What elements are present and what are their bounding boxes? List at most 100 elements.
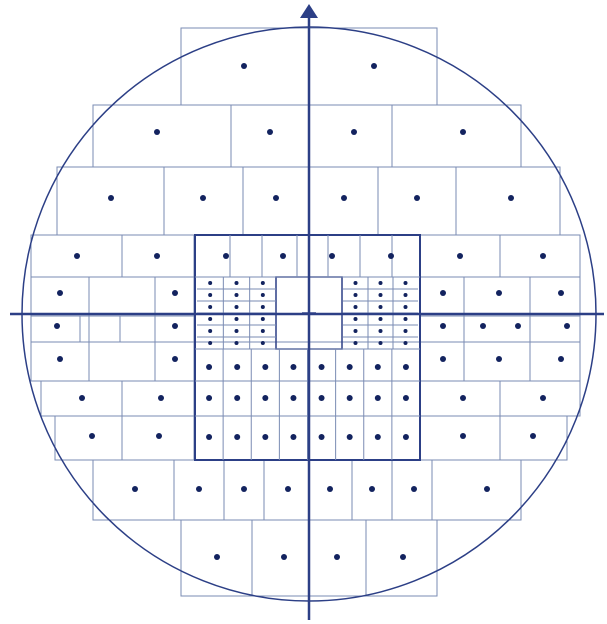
dot [281,554,287,560]
dot [290,434,297,440]
dot [564,323,570,329]
dot [530,433,536,439]
grid-row [30,276,581,343]
dot [260,281,265,285]
dot [262,434,269,440]
dot [223,253,229,259]
dot [346,395,353,401]
dots [54,63,570,560]
dot [262,364,269,370]
dot [234,434,241,440]
dot [208,317,213,321]
dot [260,329,265,333]
dot [79,395,85,401]
dot [378,341,383,345]
dot [318,364,325,370]
grid-lines [30,27,581,597]
dot [558,356,564,362]
dot [388,253,394,259]
dot [403,281,408,285]
dot [290,395,297,401]
dot [200,195,206,201]
dot [460,395,466,401]
dot [402,395,409,401]
dot [351,129,357,135]
dot [460,433,466,439]
dot [234,329,239,333]
dot [234,364,241,370]
dot [260,341,265,345]
dot [285,486,291,492]
dot [57,356,63,362]
dot [508,195,514,201]
dot [74,253,80,259]
dot [484,486,490,492]
grid-row [54,415,568,461]
dot [378,329,383,333]
dot [280,253,286,259]
dot [353,329,358,333]
dot [440,356,446,362]
dot [378,293,383,297]
dot [402,434,409,440]
dot [457,253,463,259]
dot [353,341,358,345]
dot [374,395,381,401]
dot [329,253,335,259]
dot [403,293,408,297]
dot [403,305,408,309]
dot [403,317,408,321]
dot [206,395,213,401]
dot [353,293,358,297]
dot [378,317,383,321]
dot [208,341,213,345]
dot [540,253,546,259]
dot [172,323,178,329]
dot [260,305,265,309]
dot [341,195,347,201]
dot [54,323,60,329]
dot [290,364,297,370]
dot [234,395,241,401]
dot [346,364,353,370]
dot [440,323,446,329]
up-arrow-icon [300,4,318,18]
inner-boxes [194,234,421,461]
dot [440,290,446,296]
dot [234,317,239,321]
dot [234,281,239,285]
dot [206,434,213,440]
grid-row [92,459,522,521]
dot [241,63,247,69]
dot [206,364,213,370]
dot [353,281,358,285]
dot [374,364,381,370]
dot [402,364,409,370]
dot [353,317,358,321]
dot [208,305,213,309]
dot [172,356,178,362]
dot [267,129,273,135]
dot [496,356,502,362]
dot [403,341,408,345]
dot [414,195,420,201]
dot [172,290,178,296]
dot [515,323,521,329]
dot [378,281,383,285]
dot [318,395,325,401]
dot [540,395,546,401]
dot [208,293,213,297]
dot [400,554,406,560]
dot [558,290,564,296]
dot [334,554,340,560]
grid-row [30,234,581,278]
dot [154,253,160,259]
dot [273,195,279,201]
dot [241,486,247,492]
dot [460,129,466,135]
dot [480,323,486,329]
dot [403,329,408,333]
dot [496,290,502,296]
dot [260,293,265,297]
dot [346,434,353,440]
